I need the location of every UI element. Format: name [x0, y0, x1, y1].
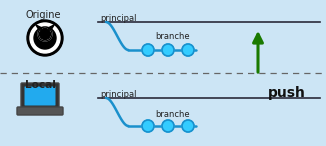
- Text: push: push: [268, 86, 306, 100]
- Polygon shape: [36, 25, 42, 30]
- Text: principal: principal: [100, 90, 137, 99]
- Circle shape: [142, 44, 154, 56]
- Text: Origine: Origine: [25, 10, 61, 20]
- Circle shape: [34, 27, 56, 49]
- Polygon shape: [48, 25, 54, 30]
- Text: principal: principal: [100, 14, 137, 23]
- Circle shape: [162, 44, 174, 56]
- Circle shape: [39, 28, 51, 40]
- Circle shape: [38, 27, 52, 41]
- Circle shape: [142, 120, 154, 132]
- Circle shape: [162, 120, 174, 132]
- Circle shape: [27, 20, 63, 56]
- FancyBboxPatch shape: [24, 86, 55, 106]
- FancyBboxPatch shape: [21, 83, 59, 109]
- Circle shape: [182, 120, 194, 132]
- Text: branche: branche: [155, 32, 190, 41]
- Circle shape: [182, 44, 194, 56]
- FancyBboxPatch shape: [17, 107, 63, 115]
- Circle shape: [30, 23, 60, 53]
- Text: branche: branche: [155, 110, 190, 119]
- Text: Local: Local: [25, 80, 56, 90]
